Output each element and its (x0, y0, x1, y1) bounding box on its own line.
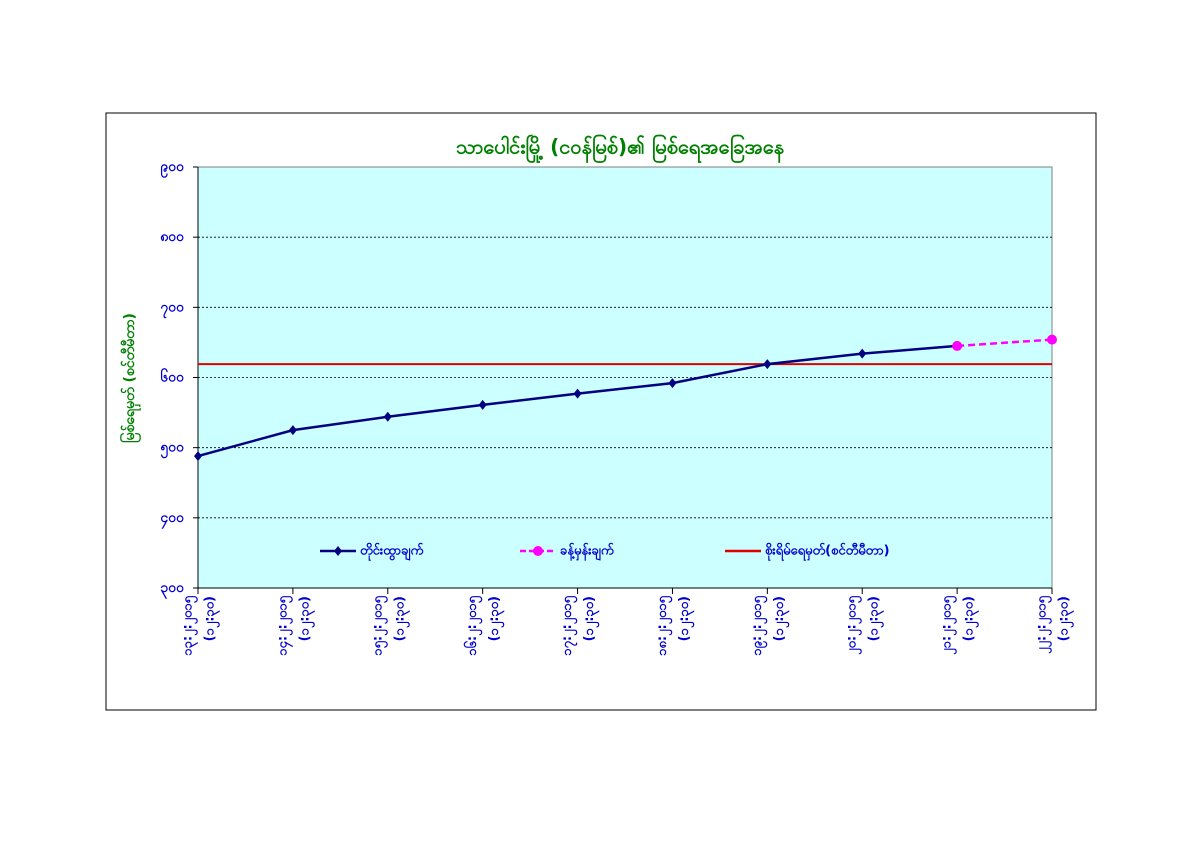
series-line (957, 338, 1053, 348)
plot-area (197, 166, 1053, 589)
point-marker (288, 425, 297, 436)
y-tick-label: ၄၀၀ (160, 510, 185, 529)
x-tick-label: (၁၂:၃၀) (487, 596, 505, 641)
y-tick-label: ၉၀၀ (160, 159, 185, 178)
point-marker (668, 378, 677, 389)
x-tick-label: ၁၈:၂:၂၀၁၅ (655, 595, 673, 656)
x-tick-label: (၁၂:၃၀) (297, 596, 315, 641)
y-tick-label: ၅၀၀ (160, 440, 185, 459)
y-tick-label: ၆၀၀ (160, 369, 185, 386)
point-marker (478, 399, 487, 410)
x-tick-label: ၁၃:၂:၂၀၁၅ (181, 595, 199, 655)
legend-marker (334, 546, 342, 556)
x-tick-label: (၁၂:၃၀) (677, 596, 695, 641)
x-tick-label: (၁၂:၃၀) (867, 596, 885, 641)
x-tick-label: (၁၂:၃၀) (1057, 596, 1075, 641)
legend-label: ခန့်မှန်းချက် (560, 542, 614, 562)
x-tick-label: ၁၆:၂:၂၀၁၅ (463, 595, 483, 655)
x-tick-label: ၁၉:၂:၂၀၁၅ (750, 595, 768, 655)
x-tick-label: ၁၇:၂:၂၀၁၅ (560, 595, 578, 655)
x-tick-label: ၂၁:၂:၂၀၁၅ (940, 595, 958, 654)
point-marker (194, 451, 202, 462)
y-tick-label: ၇၀၀ (160, 299, 185, 318)
x-tick-label: (၁၂:၃၀) (962, 596, 980, 641)
y-tick-label: ၈၀၀ (160, 229, 185, 245)
point-marker (858, 348, 867, 359)
legend-marker (533, 546, 543, 556)
legend-label: တိုင်းထွာချက် (360, 542, 423, 562)
point-marker (1047, 334, 1057, 345)
point-marker (763, 359, 772, 370)
x-tick-label: ၂၂:၂:၂၀၁၅ (1035, 595, 1053, 654)
point-marker (573, 388, 582, 399)
x-tick-label: ၁၅:၂:၂၀၁၅ (370, 595, 388, 655)
legend-label: စိုးရိမ်ရေမှတ်(စင်တီမီတာ) (765, 542, 890, 562)
x-tick-label: ၂၀:၂:၂၀၁၅ (845, 595, 863, 654)
x-tick-label: ၁၄:၂:၂၀၁၅ (275, 595, 293, 655)
y-tick-label: ၃၀၀ (160, 580, 185, 599)
x-tick-label: (၁၂:၃၀) (392, 596, 410, 641)
y-axis-label: မြစ်ရေမှတ် (စင်တီမီတာ) (120, 313, 141, 443)
x-tick-label: (၁၂:၃၀) (772, 596, 790, 641)
x-tick-label: (၁၂:၃၀) (203, 596, 221, 641)
x-tick-label: (၁၂:၃၀) (582, 596, 600, 641)
point-marker (952, 340, 963, 351)
point-marker (383, 411, 392, 422)
